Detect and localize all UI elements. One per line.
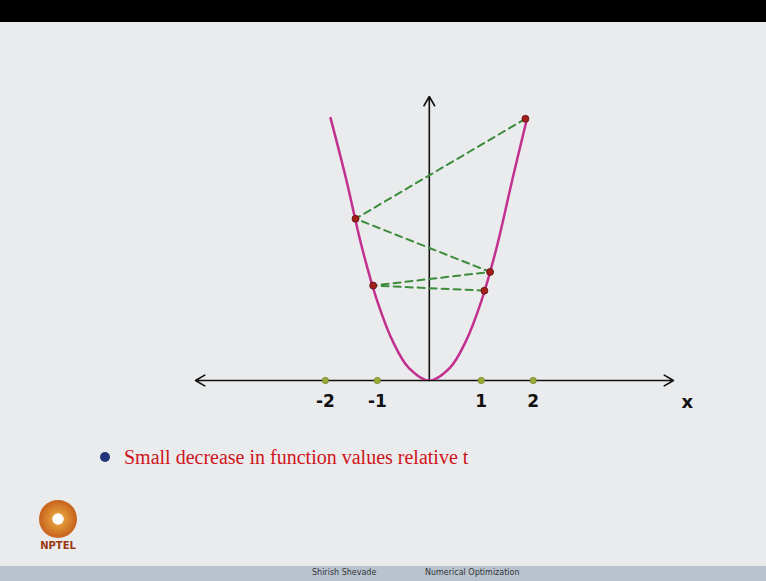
svg-text:-1: -1 (368, 391, 387, 411)
html-text:Small decrease in function val: Small decrease in function values relati… (124, 446, 469, 468)
svg-text:x: x (682, 391, 694, 412)
html-text:Shirish Shevade: Shirish Shevade (312, 568, 377, 577)
html-text:Numerical Optimization: Numerical Optimization (425, 568, 520, 577)
svg-text:1: 1 (475, 391, 487, 411)
svg-text:2: 2 (527, 391, 539, 411)
html-text:NPTEL: NPTEL (40, 540, 76, 551)
svg-text:-2: -2 (316, 391, 335, 411)
